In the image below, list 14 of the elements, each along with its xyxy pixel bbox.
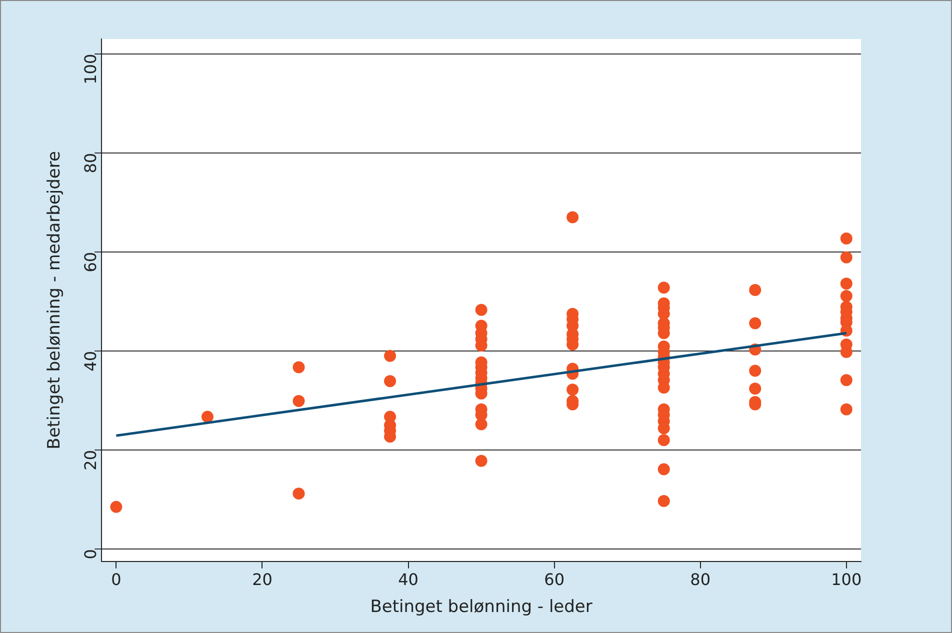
x-tick-label: 40 — [398, 570, 418, 590]
y-axis-title: Betinget belønning - medarbejdere — [44, 151, 65, 450]
x-tick-label: 80 — [690, 570, 711, 590]
y-tick-label: 20 — [80, 450, 100, 470]
y-tick-label: 60 — [80, 252, 100, 272]
x-axis-title: Betinget belønning - leder — [370, 597, 592, 618]
y-tick-label: 0 — [80, 549, 100, 560]
y-tick-label: 100 — [80, 54, 100, 84]
x-tick-label: 0 — [111, 570, 122, 590]
y-tick-label: 80 — [80, 152, 100, 174]
y-tick-label: 40 — [80, 350, 100, 372]
x-tick-label: 60 — [544, 570, 564, 590]
x-tick-label: 100 — [831, 570, 862, 590]
x-tick-label: 20 — [252, 570, 272, 590]
